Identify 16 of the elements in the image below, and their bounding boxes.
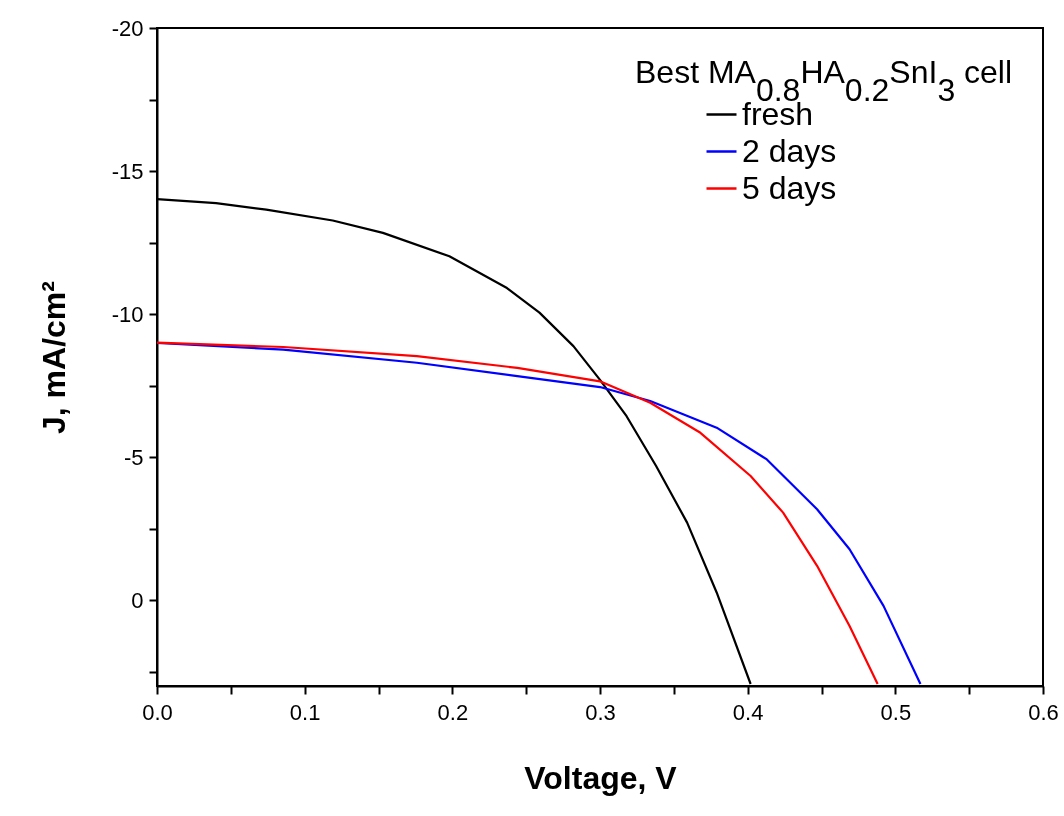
y-axis-title: J, mA/cm² [35, 281, 72, 434]
y-tick-label: -15 [111, 158, 144, 184]
y-tick-label: -20 [111, 15, 144, 41]
x-axis-title: Voltage, V [524, 759, 678, 796]
y-tick-label: -5 [123, 444, 144, 470]
x-tick-label: 0.4 [732, 699, 764, 725]
x-tick-label: 0.1 [289, 699, 321, 725]
x-tick-label: 0.3 [585, 699, 616, 725]
legend-label: 5 days [742, 169, 837, 206]
x-tick-label: 0.2 [437, 699, 469, 725]
y-tick-label: 0 [131, 587, 144, 613]
y-tick-label: -10 [111, 301, 144, 327]
x-tick-label: 0.6 [1028, 699, 1059, 725]
x-tick-label: 0.0 [142, 699, 173, 725]
x-tick-label: 0.5 [880, 699, 912, 725]
legend-label: 2 days [742, 132, 837, 169]
